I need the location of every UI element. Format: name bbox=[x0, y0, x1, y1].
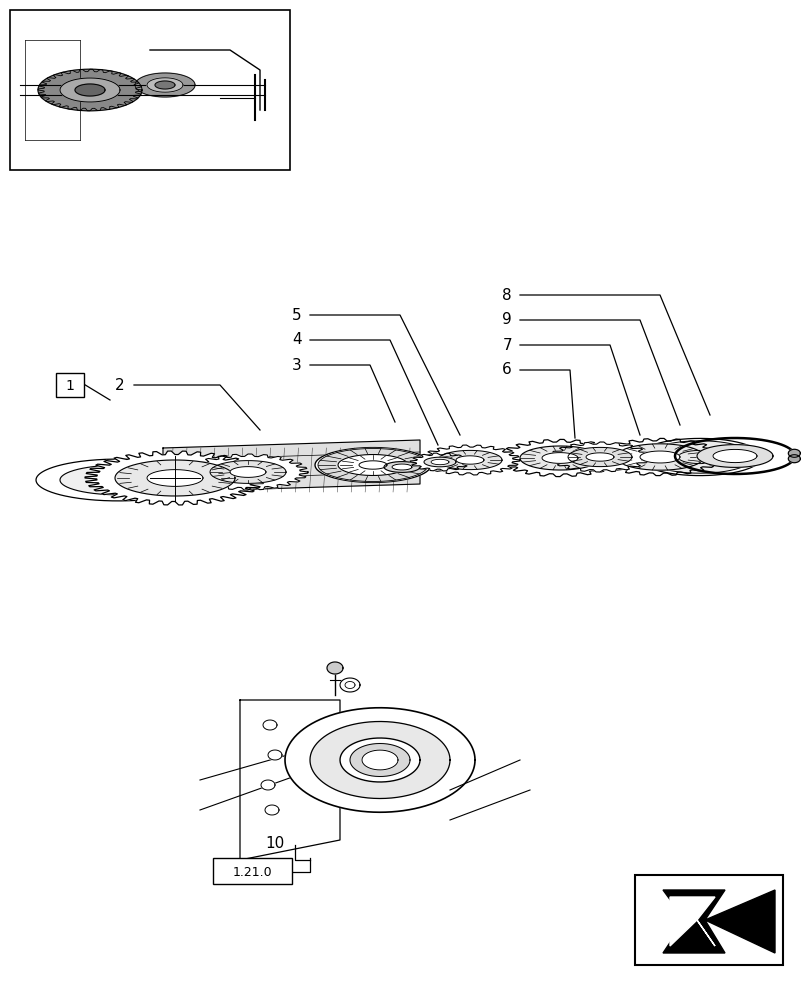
Bar bbox=[634, 875, 782, 965]
Text: 2: 2 bbox=[116, 377, 124, 392]
Polygon shape bbox=[712, 449, 756, 463]
Polygon shape bbox=[392, 464, 411, 470]
Polygon shape bbox=[541, 453, 577, 463]
Polygon shape bbox=[549, 442, 649, 472]
Polygon shape bbox=[115, 460, 234, 496]
Polygon shape bbox=[430, 459, 448, 465]
Polygon shape bbox=[615, 444, 703, 470]
Polygon shape bbox=[361, 750, 397, 770]
Polygon shape bbox=[349, 744, 410, 776]
Polygon shape bbox=[410, 453, 470, 471]
Polygon shape bbox=[210, 461, 286, 483]
Polygon shape bbox=[567, 447, 631, 467]
Polygon shape bbox=[645, 441, 753, 473]
Polygon shape bbox=[696, 445, 772, 467]
Polygon shape bbox=[265, 805, 279, 815]
Polygon shape bbox=[497, 439, 622, 477]
Polygon shape bbox=[155, 81, 175, 89]
Polygon shape bbox=[96, 474, 140, 486]
Polygon shape bbox=[85, 451, 265, 505]
Text: 5: 5 bbox=[292, 308, 302, 322]
Polygon shape bbox=[337, 455, 407, 475]
Polygon shape bbox=[230, 467, 266, 477]
Polygon shape bbox=[340, 738, 419, 782]
Text: 7: 7 bbox=[502, 338, 512, 353]
Polygon shape bbox=[597, 438, 721, 476]
Polygon shape bbox=[340, 678, 360, 692]
Polygon shape bbox=[669, 897, 714, 946]
Text: 1.21.0: 1.21.0 bbox=[232, 865, 271, 879]
Polygon shape bbox=[135, 73, 195, 97]
FancyBboxPatch shape bbox=[213, 858, 291, 884]
Polygon shape bbox=[60, 465, 176, 495]
Polygon shape bbox=[60, 78, 120, 102]
Polygon shape bbox=[75, 84, 105, 96]
Polygon shape bbox=[788, 449, 799, 457]
Text: 9: 9 bbox=[502, 312, 512, 328]
Polygon shape bbox=[438, 450, 501, 470]
Polygon shape bbox=[147, 470, 202, 486]
Polygon shape bbox=[36, 459, 200, 501]
Text: 3: 3 bbox=[291, 358, 302, 372]
Text: 6: 6 bbox=[502, 362, 512, 377]
Polygon shape bbox=[310, 722, 450, 798]
Polygon shape bbox=[141, 464, 185, 478]
Polygon shape bbox=[638, 438, 761, 476]
Polygon shape bbox=[639, 451, 679, 463]
Polygon shape bbox=[163, 440, 419, 492]
Polygon shape bbox=[327, 662, 343, 674]
Polygon shape bbox=[419, 445, 520, 475]
Polygon shape bbox=[263, 720, 277, 730]
Polygon shape bbox=[284, 708, 475, 812]
Bar bbox=[10, 10, 290, 170]
Text: 4: 4 bbox=[292, 332, 302, 348]
Polygon shape bbox=[318, 449, 427, 481]
Text: 8: 8 bbox=[502, 288, 512, 302]
Polygon shape bbox=[188, 454, 308, 490]
Polygon shape bbox=[677, 450, 721, 464]
Polygon shape bbox=[267, 750, 282, 760]
Polygon shape bbox=[261, 780, 275, 790]
Polygon shape bbox=[423, 457, 455, 467]
Polygon shape bbox=[455, 456, 483, 464]
Polygon shape bbox=[147, 78, 183, 92]
Polygon shape bbox=[240, 700, 340, 860]
Polygon shape bbox=[585, 453, 613, 461]
Polygon shape bbox=[520, 446, 599, 470]
Polygon shape bbox=[359, 461, 386, 469]
Polygon shape bbox=[384, 462, 419, 472]
Polygon shape bbox=[38, 69, 142, 111]
Polygon shape bbox=[788, 455, 799, 463]
FancyBboxPatch shape bbox=[56, 373, 84, 397]
Polygon shape bbox=[315, 448, 430, 482]
Polygon shape bbox=[344, 682, 355, 688]
Polygon shape bbox=[662, 890, 774, 953]
Text: 1: 1 bbox=[66, 379, 75, 393]
Text: 10: 10 bbox=[266, 836, 284, 850]
